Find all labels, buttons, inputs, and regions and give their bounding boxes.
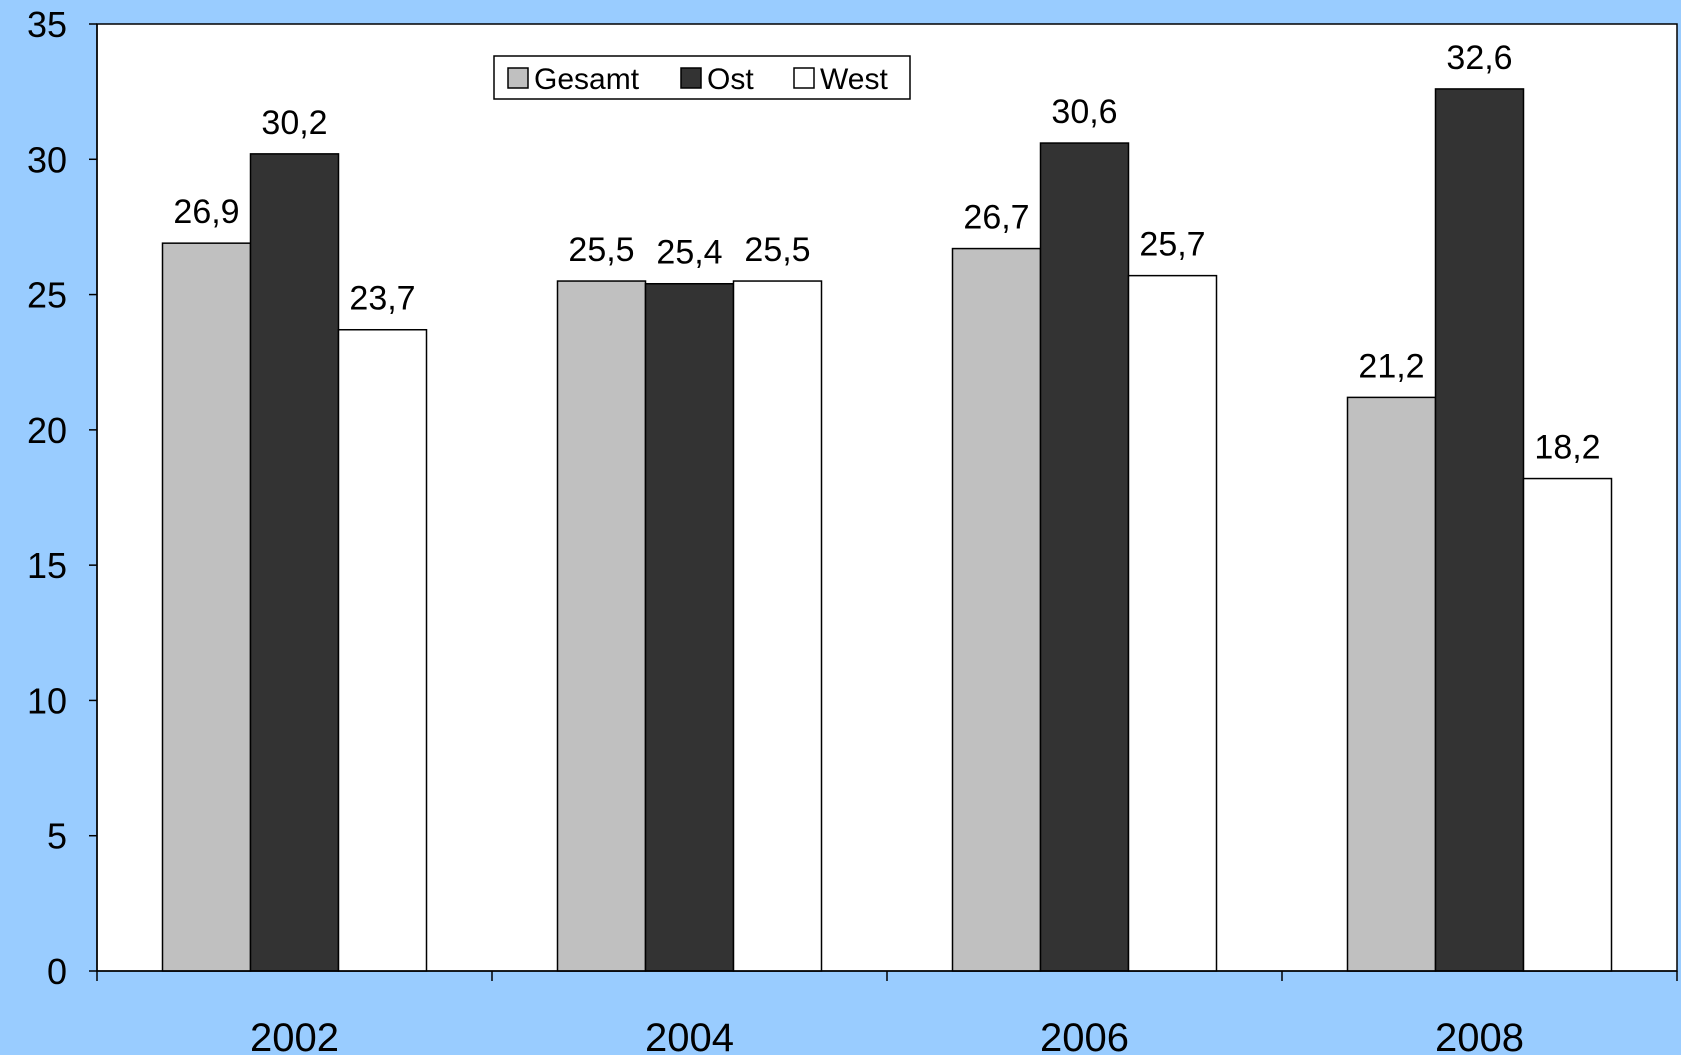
legend-label-gesamt: Gesamt (534, 63, 640, 96)
legend-swatch-west (793, 67, 815, 89)
data-label-west-2002: 23,7 (349, 280, 415, 318)
data-label-ost-2004: 25,4 (656, 234, 722, 272)
y-tick-label: 0 (47, 951, 67, 992)
bars-group (161, 88, 1613, 972)
data-label-west-2004: 25,5 (744, 231, 810, 269)
bar-gesamt-2004 (556, 280, 647, 972)
bar-ost-2002 (249, 153, 340, 972)
legend-swatch-ost (680, 67, 702, 89)
legend-swatch-gesamt (507, 67, 529, 89)
data-label-gesamt-2008: 21,2 (1358, 347, 1424, 385)
x-category-label: 2004 (645, 1016, 734, 1055)
data-label-ost-2002: 30,2 (261, 104, 327, 142)
bar-west-2004 (732, 280, 823, 972)
data-label-west-2008: 18,2 (1534, 429, 1600, 467)
y-tick-label: 25 (27, 275, 67, 316)
data-label-ost-2008: 32,6 (1446, 39, 1512, 77)
data-labels-group: 26,9 30,2 23,7 25,5 25,4 25,5 26,7 30,6 25,7 21,2… (173, 39, 1600, 467)
x-axis: 2002 2004 2006 2008 (96, 970, 1678, 1055)
bar-gesamt-2008 (1346, 396, 1437, 972)
bar-gesamt-2002 (161, 242, 252, 972)
bar-gesamt-2006 (951, 247, 1042, 972)
x-category-label: 2008 (1435, 1016, 1524, 1055)
bar-west-2002 (337, 328, 428, 972)
data-label-gesamt-2002: 26,9 (173, 193, 239, 231)
data-label-west-2006: 25,7 (1139, 226, 1205, 264)
bar-ost-2004 (644, 282, 735, 972)
data-label-gesamt-2004: 25,5 (568, 231, 634, 269)
bar-west-2008 (1522, 477, 1613, 972)
legend: Gesamt Ost West (493, 55, 911, 100)
y-tick-label: 35 (27, 4, 67, 45)
legend-label-west: West (820, 63, 888, 96)
y-tick-label: 15 (27, 545, 67, 586)
x-category-label: 2006 (1040, 1016, 1129, 1055)
y-tick-label: 30 (27, 139, 67, 180)
legend-label-ost: Ost (707, 63, 754, 96)
bar-ost-2006 (1039, 142, 1130, 972)
y-tick-label: 5 (47, 816, 67, 857)
data-label-gesamt-2006: 26,7 (963, 199, 1029, 237)
y-tick-label: 20 (27, 410, 67, 451)
x-category-label: 2002 (250, 1016, 339, 1055)
bar-ost-2008 (1434, 88, 1525, 972)
data-label-ost-2006: 30,6 (1051, 93, 1117, 131)
legend-box (493, 55, 911, 100)
y-axis: 0 5 10 15 20 25 30 35 (27, 4, 98, 992)
bar-west-2006 (1127, 274, 1218, 972)
y-tick-label: 10 (27, 680, 67, 721)
